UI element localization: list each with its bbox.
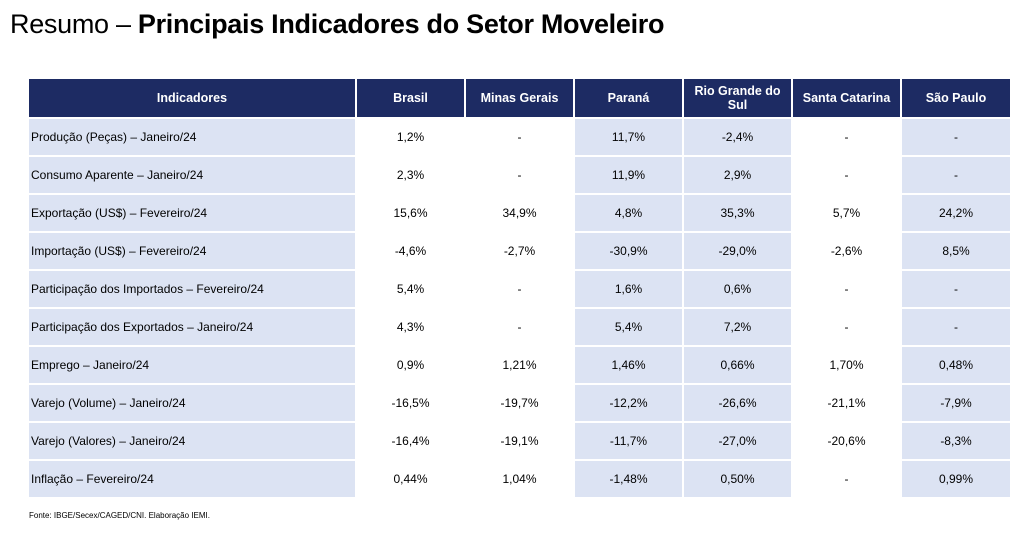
header-rio-grande-do-sul: Rio Grande do Sul (683, 79, 793, 118)
table-cell: -19,7% (465, 383, 575, 422)
header-parana: Paraná (574, 79, 684, 118)
table-row: Consumo Aparente – Janeiro/24 2,3% -11,9% 2… (29, 155, 1010, 194)
table-cell: - (792, 269, 902, 308)
table-cell: -2,4% (683, 117, 793, 156)
table-cell: 2,3% (356, 155, 466, 194)
table-cell: 1,21% (465, 345, 575, 384)
table-header-row: Indicadores Brasil Minas Gerais Paraná R… (29, 79, 1010, 118)
table-cell: 4,8% (574, 193, 684, 232)
indicator-label: Consumo Aparente – Janeiro/24 (29, 155, 357, 194)
table-cell: 34,9% (465, 193, 575, 232)
table-cell: 8,5% (901, 231, 1010, 270)
table-cell: 15,6% (356, 193, 466, 232)
table-row: Emprego – Janeiro/24 0,9% 1,21% 1,46% 0,66% 1… (29, 345, 1010, 384)
table-cell: - (465, 307, 575, 346)
table-cell: 0,99% (901, 459, 1010, 497)
table-cell: -11,7% (574, 421, 684, 460)
table-cell: -7,9% (901, 383, 1010, 422)
table-cell: -8,3% (901, 421, 1010, 460)
table-row: Inflação – Fevereiro/24 0,44% 1,04% -1,48% 0… (29, 459, 1010, 497)
table-cell: 5,4% (356, 269, 466, 308)
table-cell: -29,0% (683, 231, 793, 270)
table-row: Participação dos Exportados – Janeiro/24… (29, 307, 1010, 346)
table-cell: 4,3% (356, 307, 466, 346)
table-row: Exportação (US$) – Fevereiro/24 15,6% 34,9… (29, 193, 1010, 232)
table-cell: - (792, 117, 902, 156)
indicator-label: Emprego – Janeiro/24 (29, 345, 357, 384)
table-cell: 0,44% (356, 459, 466, 497)
table-cell: 0,50% (683, 459, 793, 497)
table-cell: 24,2% (901, 193, 1010, 232)
table-cell: 2,9% (683, 155, 793, 194)
table-cell: - (901, 269, 1010, 308)
table-cell: -20,6% (792, 421, 902, 460)
table-cell: - (901, 307, 1010, 346)
page-title: Resumo – Principais Indicadores do Setor… (10, 4, 665, 44)
table-cell: -4,6% (356, 231, 466, 270)
table-cell: -16,5% (356, 383, 466, 422)
table-cell: -19,1% (465, 421, 575, 460)
indicators-table: Indicadores Brasil Minas Gerais Paraná R… (29, 79, 1010, 497)
table-row: Participação dos Importados – Fevereiro/… (29, 269, 1010, 308)
table-cell: 11,9% (574, 155, 684, 194)
table-cell: 1,04% (465, 459, 575, 497)
indicator-label: Participação dos Importados – Fevereiro/… (29, 269, 357, 308)
table-cell: - (901, 117, 1010, 156)
indicator-label: Varejo (Volume) – Janeiro/24 (29, 383, 357, 422)
indicator-label: Inflação – Fevereiro/24 (29, 459, 357, 497)
table-cell: -16,4% (356, 421, 466, 460)
indicator-label: Varejo (Valores) – Janeiro/24 (29, 421, 357, 460)
table-row: Importação (US$) – Fevereiro/24 -4,6% -2,7… (29, 231, 1010, 270)
table-cell: 11,7% (574, 117, 684, 156)
table-cell: 1,70% (792, 345, 902, 384)
indicator-label: Produção (Peças) – Janeiro/24 (29, 117, 357, 156)
table-cell: 7,2% (683, 307, 793, 346)
table-cell: 35,3% (683, 193, 793, 232)
table-cell: -2,6% (792, 231, 902, 270)
header-minas-gerais: Minas Gerais (465, 79, 575, 118)
table-cell: 5,4% (574, 307, 684, 346)
table-cell: 1,46% (574, 345, 684, 384)
table-cell: 1,6% (574, 269, 684, 308)
table-cell: 5,7% (792, 193, 902, 232)
table-cell: 0,66% (683, 345, 793, 384)
table-cell: - (465, 155, 575, 194)
header-indicadores: Indicadores (29, 79, 357, 118)
table-row: Varejo (Valores) – Janeiro/24 -16,4% -19,1… (29, 421, 1010, 460)
title-prefix: Resumo – (10, 9, 138, 39)
table-cell: -21,1% (792, 383, 902, 422)
indicator-label: Importação (US$) – Fevereiro/24 (29, 231, 357, 270)
table-cell: - (792, 155, 902, 194)
indicator-label: Exportação (US$) – Fevereiro/24 (29, 193, 357, 232)
table-cell: - (901, 155, 1010, 194)
table-cell: 1,2% (356, 117, 466, 156)
table-cell: - (465, 269, 575, 308)
header-brasil: Brasil (356, 79, 466, 118)
table-cell: -26,6% (683, 383, 793, 422)
table-cell: -30,9% (574, 231, 684, 270)
table-cell: -27,0% (683, 421, 793, 460)
table-cell: 0,48% (901, 345, 1010, 384)
header-santa-catarina: Santa Catarina (792, 79, 902, 118)
table-cell: -1,48% (574, 459, 684, 497)
table-cell: - (792, 307, 902, 346)
table-cell: - (465, 117, 575, 156)
table-row: Produção (Peças) – Janeiro/24 1,2% -11,7% -… (29, 117, 1010, 156)
table-cell: - (792, 459, 902, 497)
table-cell: -2,7% (465, 231, 575, 270)
table-cell: -12,2% (574, 383, 684, 422)
source-note: Fonte: IBGE/Secex/CAGED/CNI. Elaboração … (29, 511, 210, 520)
indicator-label: Participação dos Exportados – Janeiro/24 (29, 307, 357, 346)
table-cell: 0,6% (683, 269, 793, 308)
table-cell: 0,9% (356, 345, 466, 384)
title-main: Principais Indicadores do Setor Moveleir… (137, 9, 665, 39)
table-row: Varejo (Volume) – Janeiro/24 -16,5% -19,7%… (29, 383, 1010, 422)
header-sao-paulo: São Paulo (901, 79, 1010, 118)
